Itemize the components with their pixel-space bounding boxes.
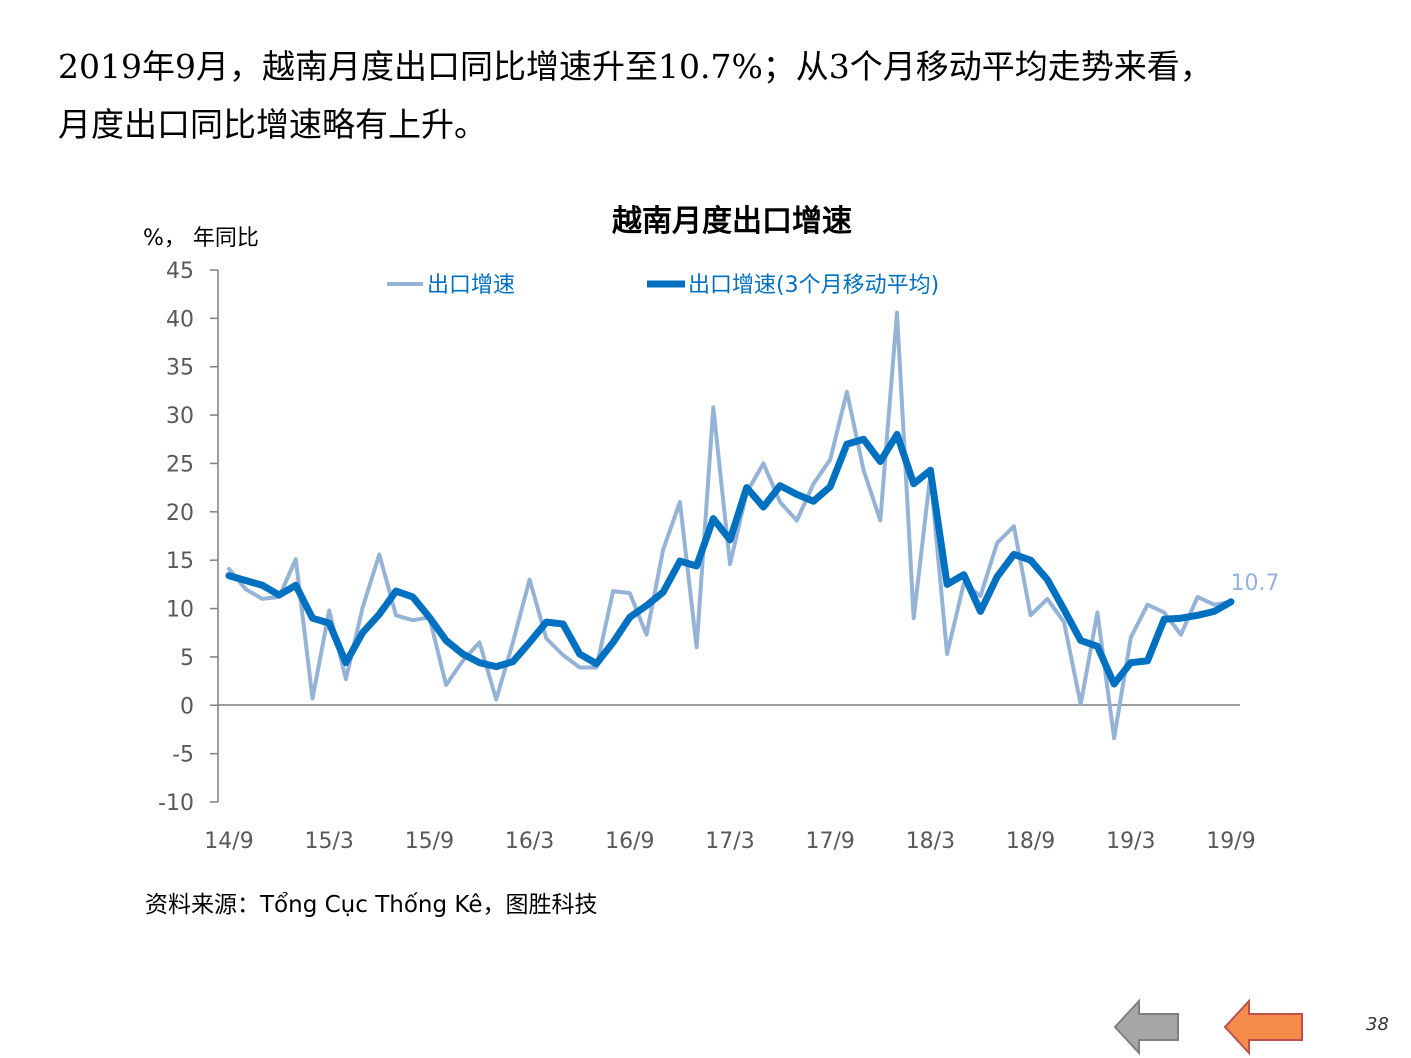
x-tick-label: 19/9	[1206, 829, 1255, 854]
legend-label-ma: 出口增速(3个月移动平均)	[688, 273, 939, 298]
y-axis-label: %， 年同比	[143, 226, 259, 251]
x-tick-label: 15/3	[304, 829, 353, 854]
next-page-button[interactable]	[1222, 998, 1306, 1056]
source-note: 资料来源：Tổng Cục Thống Kê，图胜科技	[145, 892, 598, 918]
y-tick-label: 30	[166, 404, 194, 429]
x-tick-label: 14/9	[204, 829, 253, 854]
headline-line-1: 2019年9月，越南月度出口同比增速升至10.7%；从3个月移动平均走势来看，	[58, 47, 1213, 86]
y-tick-label: 5	[180, 646, 194, 671]
x-tick-label: 15/9	[405, 829, 454, 854]
y-tick-label: 0	[180, 694, 194, 719]
series-layer	[225, 310, 1235, 741]
end-value-label: 10.7	[1231, 571, 1280, 596]
x-tick-label: 17/9	[805, 829, 854, 854]
left-arrow-icon	[1113, 998, 1179, 1056]
legend: 出口增速 出口增速(3个月移动平均)	[387, 273, 939, 298]
y-tick-label: 45	[166, 259, 194, 284]
headline-line-2: 月度出口同比增速略有上升。	[58, 105, 487, 144]
y-tick-label: 40	[166, 307, 194, 332]
x-tick-label: 18/3	[906, 829, 955, 854]
y-tick-label: 10	[166, 598, 194, 623]
x-tick-label: 19/3	[1106, 829, 1155, 854]
legend-label-raw: 出口增速	[427, 273, 515, 298]
y-tick-label: 35	[166, 356, 194, 381]
y-tick-label: -10	[158, 791, 194, 816]
y-tick-label: 25	[166, 452, 194, 477]
axes: 45 40 35 30 25 20 15 10 5 0 -5 -10 14/9 15/3 15/9 16/3 1…	[158, 259, 1256, 854]
x-tick-label: 16/9	[605, 829, 654, 854]
previous-page-button[interactable]	[1112, 998, 1182, 1056]
series-line-moving-average	[225, 430, 1235, 688]
y-tick-label: 20	[166, 501, 194, 526]
chart-title: 越南月度出口增速	[612, 204, 852, 239]
page-number: 38	[1366, 1014, 1389, 1035]
series-line-raw	[227, 310, 1233, 741]
y-tick-label: -5	[172, 743, 194, 768]
headline: 2019年9月，越南月度出口同比增速升至10.7%；从3个月移动平均走势来看， …	[58, 38, 1398, 154]
x-tick-label: 17/3	[705, 829, 754, 854]
x-tick-label: 18/9	[1006, 829, 1055, 854]
left-arrow-icon	[1223, 998, 1303, 1056]
x-tick-label: 16/3	[505, 829, 554, 854]
y-tick-label: 15	[166, 549, 194, 574]
